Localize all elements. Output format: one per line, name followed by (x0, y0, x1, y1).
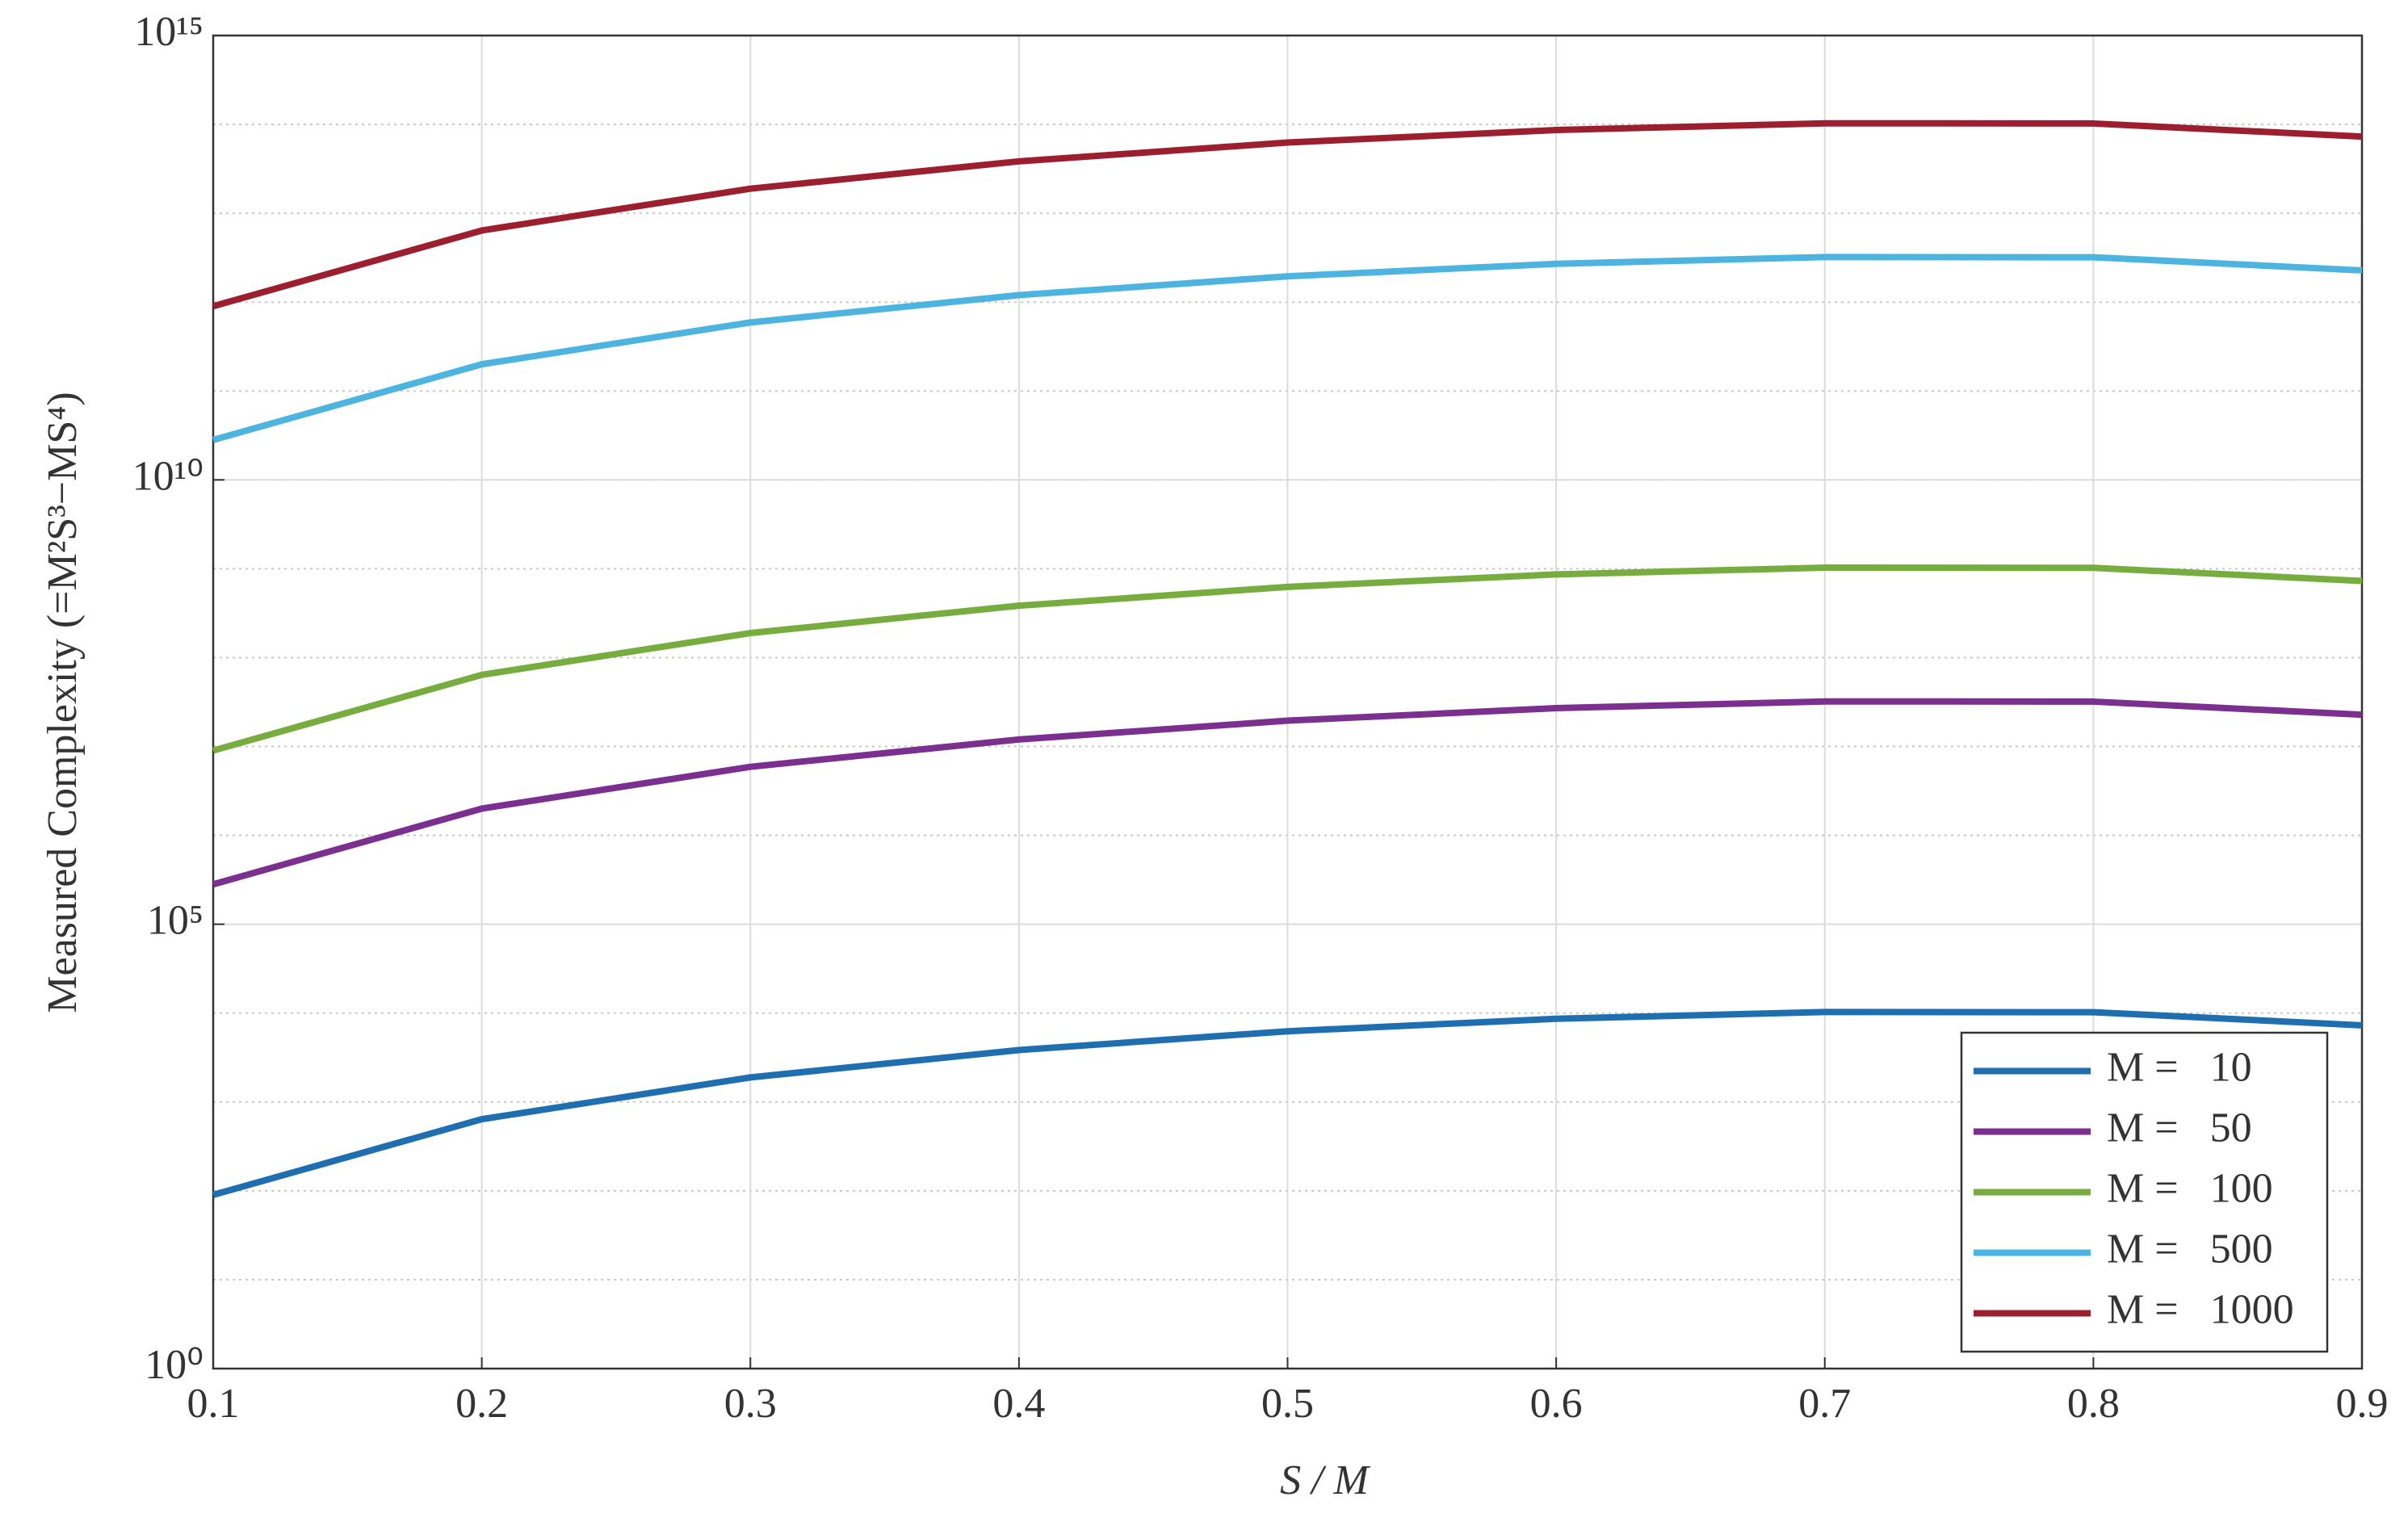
x-tick-label: 0.4 (992, 1381, 1045, 1427)
legend-label: M = 1000 (2107, 1286, 2294, 1332)
x-tick-label: 0.3 (724, 1381, 777, 1427)
x-tick-label: 0.8 (2067, 1381, 2120, 1427)
series-line (212, 564, 2363, 754)
y-tick-label: 10¹⁵ (134, 9, 203, 55)
x-tick-label: 0.7 (1798, 1381, 1851, 1427)
y-tick-label: 10⁰ (145, 1342, 203, 1388)
series-line (212, 698, 2363, 888)
plot-frame (212, 34, 2364, 1370)
y-tick-label: 10⁵ (147, 898, 203, 944)
legend-label: M = 10 (2107, 1044, 2252, 1090)
legend-label: M = 100 (2107, 1165, 2273, 1211)
y-tick-label: 10¹⁰ (132, 453, 203, 499)
x-tick-label: 0.2 (455, 1381, 508, 1427)
series-line (212, 1008, 2363, 1198)
x-tick-label: 0.6 (1530, 1381, 1583, 1427)
x-tick-label: 0.5 (1261, 1381, 1314, 1427)
x-tick-label: 0.9 (2336, 1381, 2389, 1427)
y-axis-label: Measured Complexity (=M²S³−MS⁴) (40, 392, 86, 1013)
series-line (212, 254, 2363, 443)
x-tick-label: 0.1 (187, 1381, 240, 1427)
legend-label: M = 50 (2107, 1105, 2252, 1151)
legend-label: M = 500 (2107, 1226, 2273, 1272)
x-axis-label: S / M (1280, 1457, 1370, 1503)
series-line (212, 119, 2363, 310)
